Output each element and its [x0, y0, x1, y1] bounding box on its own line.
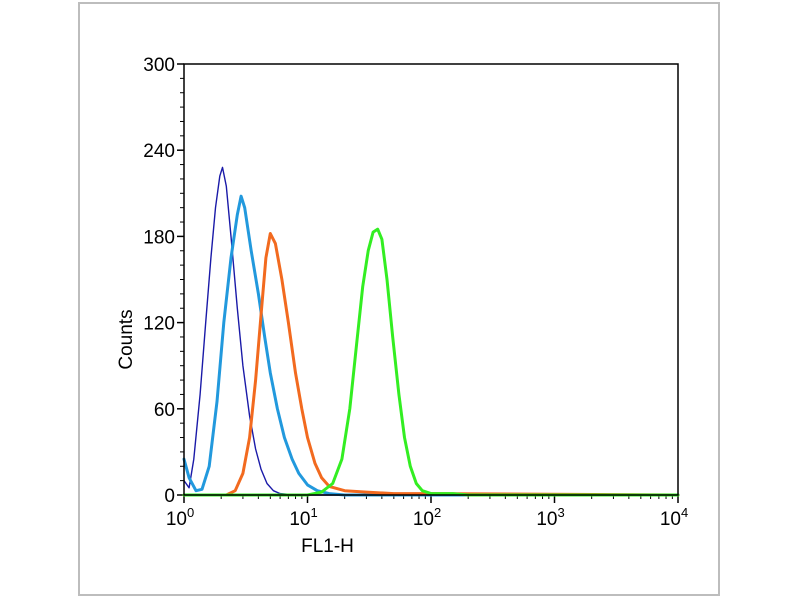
x-tick-labels: 100 101 102 103 104: [166, 505, 688, 530]
series-layer: [182, 166, 680, 497]
x-tick-label: 101: [289, 505, 317, 530]
y-tick-label: 120: [143, 314, 175, 335]
x-tick-label: 102: [413, 505, 441, 530]
y-tick-marks: [177, 63, 184, 496]
x-axis-label: FL1-H: [301, 536, 354, 557]
histogram-series-3: [182, 232, 680, 497]
histogram-chart: 0 60 120 180 240 300 100 101 102 103 104 Counts F…: [116, 55, 688, 557]
y-tick-label: 180: [143, 227, 175, 248]
y-tick-label: 240: [143, 141, 175, 162]
y-tick-labels: 0 60 120 180 240 300: [143, 55, 175, 507]
y-axis-label: Counts: [116, 309, 137, 369]
histogram-series-2: [182, 194, 680, 497]
x-tick-label: 103: [536, 505, 564, 530]
plot-area-border: [183, 63, 679, 496]
x-tick-label: 104: [660, 505, 688, 530]
y-tick-label: 60: [154, 400, 175, 421]
histogram-series-4: [182, 227, 680, 497]
y-tick-label: 300: [143, 55, 175, 76]
x-tick-label: 100: [166, 505, 194, 530]
y-tick-label: 0: [164, 486, 175, 507]
figure-frame: 0 60 120 180 240 300 100 101 102 103 104 Counts F…: [78, 2, 720, 596]
histogram-series-1: [183, 166, 679, 496]
